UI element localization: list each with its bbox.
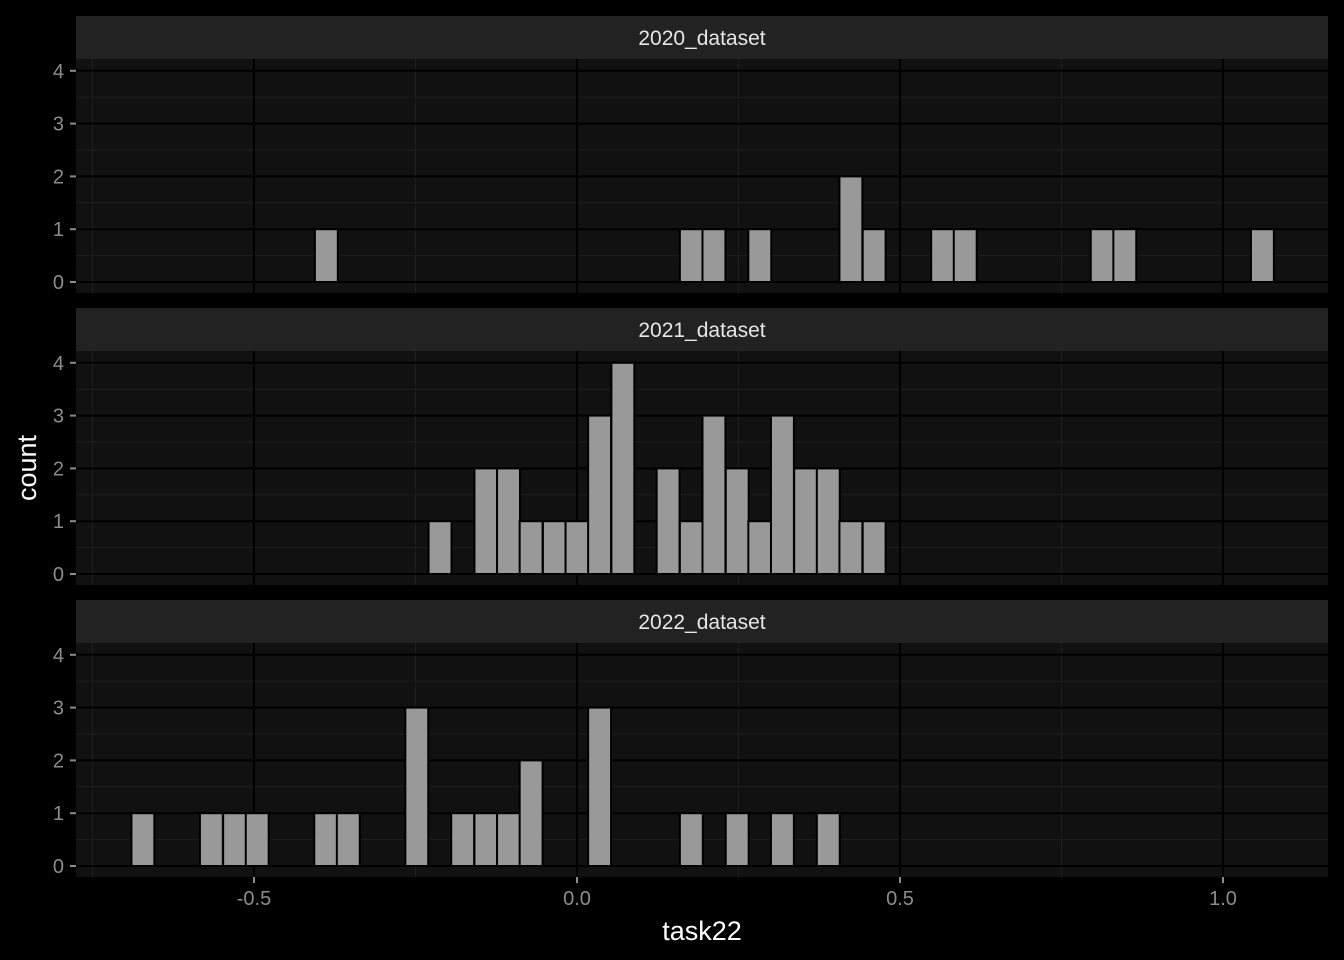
histogram-bar (1089, 228, 1115, 283)
facet-2022_dataset: 2022_dataset 0 1 2 3 4 (53, 600, 1328, 878)
y-tick-label: 2 (53, 458, 64, 480)
histogram-bar (587, 706, 613, 867)
histogram-bar (861, 520, 887, 576)
histogram-bar (496, 812, 521, 868)
facet-strip (76, 16, 1328, 59)
histogram-bar (930, 228, 956, 283)
y-axis: 0 1 2 3 4 (53, 353, 76, 586)
histogram-bar (518, 759, 544, 868)
facet-2021_dataset: 2021_dataset 0 1 2 3 4 (53, 308, 1328, 586)
facet-strip-label: 2021_dataset (638, 319, 765, 342)
histogram-bar (313, 228, 339, 283)
y-tick-label: 0 (53, 564, 64, 586)
x-axis-title: task22 (662, 916, 742, 946)
histogram-bar (952, 228, 978, 283)
facet-strip (76, 600, 1328, 643)
y-tick-label: 1 (53, 219, 64, 241)
histogram-bar (815, 467, 841, 575)
histogram-bar (496, 467, 521, 575)
histogram-bars (427, 361, 887, 576)
histogram-bar (564, 520, 590, 576)
y-tick-label: 3 (53, 406, 64, 428)
histogram-bars (130, 706, 841, 868)
histogram-bar (473, 467, 499, 575)
histogram-bar (450, 812, 476, 868)
histogram-bar (313, 812, 339, 868)
histogram-bar (747, 520, 773, 576)
x-tick-label: -0.5 (237, 888, 271, 910)
histogram-bar (610, 361, 636, 575)
facet-panels: 2020_dataset012342021_dataset012342022_d… (53, 16, 1328, 878)
facet-strip-label: 2020_dataset (638, 27, 765, 50)
histogram-bar (701, 414, 727, 575)
facet-2020_dataset: 2020_dataset 0 1 2 3 4 (53, 16, 1328, 294)
histogram-bar (678, 812, 704, 868)
y-tick-label: 1 (53, 803, 64, 825)
histogram-bar (518, 520, 544, 576)
y-tick-label: 0 (53, 856, 64, 878)
y-tick-label: 3 (53, 114, 64, 136)
x-axis: -0.5 0.0 0.5 1.0 (237, 877, 1237, 910)
y-axis: 0 1 2 3 4 (53, 645, 76, 878)
y-tick-label: 1 (53, 511, 64, 533)
x-tick-label: 0.0 (563, 888, 591, 910)
histogram-bar (427, 520, 453, 576)
histogram-bar (769, 812, 795, 868)
histogram-bar (815, 812, 841, 868)
histogram-bar (1249, 228, 1275, 283)
histogram-bar (335, 812, 361, 868)
histogram-bar (244, 812, 270, 868)
histogram-bar (838, 520, 864, 576)
y-tick-label: 3 (53, 698, 64, 720)
y-tick-label: 2 (53, 166, 64, 188)
histogram-bar (473, 812, 499, 868)
histogram-bar (747, 228, 773, 283)
y-tick-label: 4 (53, 353, 64, 375)
y-tick-label: 0 (53, 272, 64, 294)
histogram-bar (701, 228, 727, 283)
histogram-bar (724, 812, 750, 868)
histogram-bar (769, 414, 795, 575)
y-axis: 0 1 2 3 4 (53, 61, 76, 294)
x-tick-label: 0.5 (886, 888, 914, 910)
histogram-bar (655, 467, 681, 575)
x-tick-label: 1.0 (1209, 888, 1237, 910)
histogram-bar (130, 812, 156, 868)
facet-strip (76, 308, 1328, 351)
histogram-bar (793, 467, 819, 575)
y-tick-label: 2 (53, 750, 64, 772)
y-axis-title: count (12, 434, 42, 501)
histogram-bar (198, 812, 224, 868)
histogram-bar (861, 228, 887, 283)
histogram-bar (541, 520, 567, 576)
histogram-bar (724, 467, 750, 575)
y-tick-label: 4 (53, 61, 64, 83)
histogram-bar (678, 228, 704, 283)
histogram-bar (587, 414, 613, 575)
histogram-bars (313, 175, 1275, 283)
y-tick-label: 4 (53, 645, 64, 667)
facet-strip-label: 2022_dataset (638, 611, 765, 634)
histogram-bar (1112, 228, 1138, 283)
histogram-bar (222, 812, 248, 868)
histogram-bar (838, 175, 864, 283)
histogram-bar (678, 520, 704, 576)
histogram-bar (404, 706, 430, 867)
